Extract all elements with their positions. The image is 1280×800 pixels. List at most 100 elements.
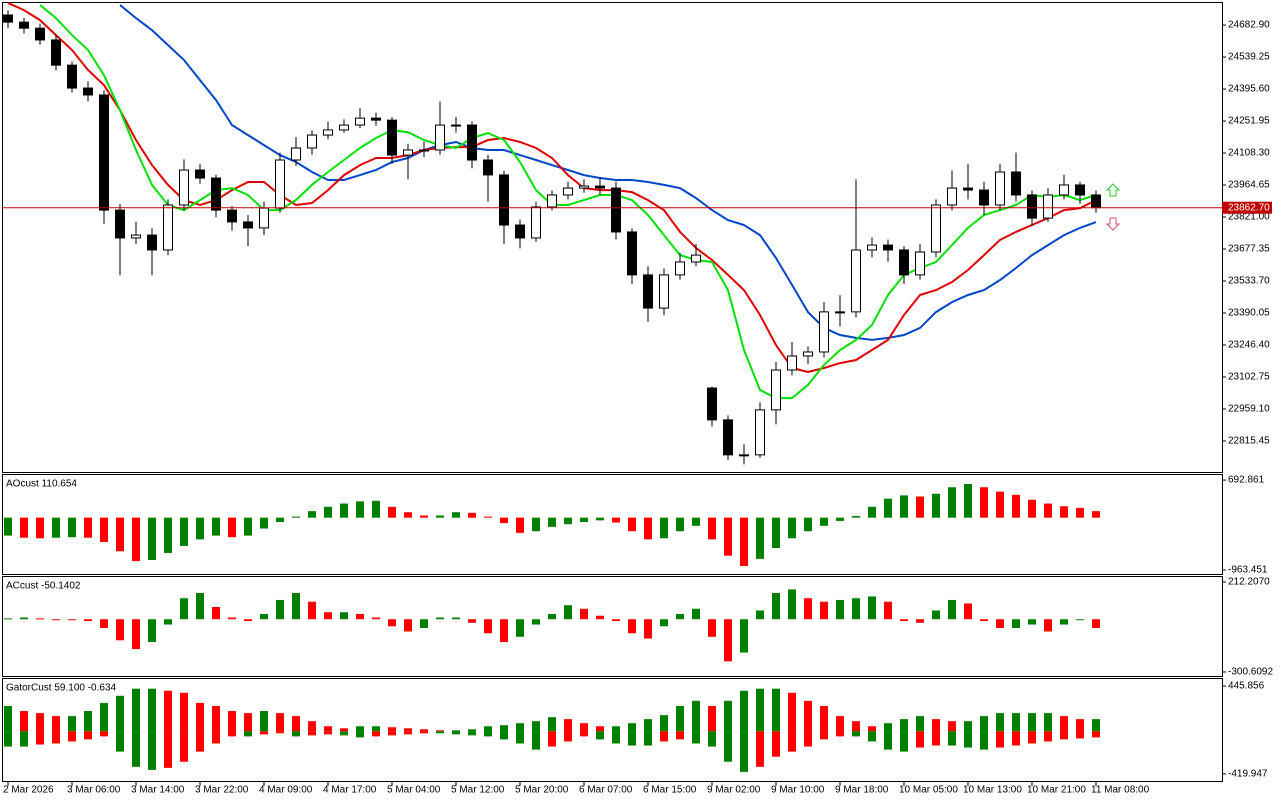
histogram-bar <box>772 517 780 549</box>
gator-bar <box>1076 731 1084 739</box>
gator-bar <box>980 716 988 732</box>
y-tick-label: 23677.35 <box>1228 244 1270 255</box>
histogram-bar <box>308 601 316 620</box>
histogram-bar <box>404 619 412 632</box>
histogram-bar <box>516 517 524 533</box>
histogram-bar <box>580 517 588 523</box>
candle-body <box>611 187 621 233</box>
histogram-bar <box>132 517 140 562</box>
histogram-bar <box>964 484 972 518</box>
histogram-bar <box>372 500 380 518</box>
histogram-bar <box>564 605 572 620</box>
y-tick-label: 23246.40 <box>1228 340 1270 351</box>
gator-bar <box>996 713 1004 732</box>
histogram-bar <box>548 613 556 620</box>
gator-bar <box>164 731 172 768</box>
gator-bar <box>596 731 604 740</box>
gator-bar <box>84 711 92 732</box>
gator-bar <box>100 731 108 737</box>
histogram-bar <box>36 517 44 539</box>
histogram-bar <box>692 517 700 526</box>
ao-title: AOcust 110.654 <box>6 479 77 490</box>
candle-body <box>835 311 845 314</box>
histogram-bar <box>820 601 828 620</box>
gator-bar <box>564 719 572 732</box>
gator-bar <box>452 730 460 732</box>
gator-bar <box>772 731 780 757</box>
x-tick-label: 4 Mar 09:00 <box>259 785 313 796</box>
x-tick-label: 5 Mar 04:00 <box>387 785 441 796</box>
candle-body <box>675 261 685 276</box>
histogram-bar <box>436 515 444 518</box>
gator-bar <box>916 731 924 748</box>
histogram-bar <box>964 603 972 620</box>
histogram-bar <box>228 517 236 538</box>
gator-bar <box>244 713 252 732</box>
histogram-bar <box>164 619 172 625</box>
gator-bar <box>292 716 300 732</box>
gator-bar <box>868 731 876 742</box>
gator-bar <box>420 729 428 732</box>
y-tick-label: -963.451 <box>1228 565 1268 576</box>
x-tick-label: 2 Mar 2026 <box>3 785 54 796</box>
histogram-bar <box>996 619 1004 629</box>
candle-body <box>3 14 13 23</box>
gator-bar <box>436 730 444 732</box>
histogram-bar <box>516 619 524 637</box>
candle-body <box>563 187 573 196</box>
gator-bar <box>996 731 1004 748</box>
histogram-bar <box>308 511 316 518</box>
histogram-bar <box>356 613 364 620</box>
gator-bar <box>596 726 604 732</box>
histogram-bar <box>1076 619 1084 621</box>
gator-bar <box>244 731 252 737</box>
ac-frame <box>2 576 1223 677</box>
gator-bar <box>900 719 908 732</box>
histogram-bar <box>292 516 300 518</box>
histogram-bar <box>644 619 652 639</box>
gator-bar <box>660 715 668 732</box>
histogram-bar <box>740 517 748 566</box>
x-tick-label: 6 Mar 15:00 <box>643 785 697 796</box>
gator-bar <box>324 731 332 735</box>
candle-body <box>643 274 653 309</box>
histogram-bar <box>468 619 476 623</box>
histogram-bar <box>868 596 876 620</box>
histogram-bar <box>612 517 620 523</box>
candle-body <box>211 177 221 211</box>
histogram-bar <box>420 619 428 629</box>
gator-bar <box>212 705 220 732</box>
histogram-bar <box>1012 494 1020 518</box>
candle-body <box>819 311 829 353</box>
histogram-bar <box>628 517 636 532</box>
candle-body <box>35 27 45 41</box>
moving-average <box>7 2 1097 374</box>
gator-bar <box>580 731 588 737</box>
histogram-bar <box>84 517 92 538</box>
y-tick-label: 445.856 <box>1228 681 1265 692</box>
candle-body <box>867 244 877 251</box>
y-tick-label: 24108.30 <box>1228 148 1270 159</box>
gator-bar <box>180 692 188 732</box>
gator-bar <box>516 731 524 744</box>
histogram-bar <box>452 617 460 620</box>
gator-bar <box>468 731 476 736</box>
histogram-bar <box>788 517 796 539</box>
candle-body <box>547 194 557 208</box>
gator-bar <box>388 731 396 736</box>
gator-bar <box>500 731 508 740</box>
gator-frame <box>2 678 1223 782</box>
histogram-bar <box>68 517 76 538</box>
gator-bar <box>484 731 492 737</box>
candle-body <box>931 204 941 253</box>
candle-body <box>851 249 861 313</box>
histogram-bar <box>84 619 92 622</box>
histogram-bar <box>340 612 348 620</box>
histogram-bar <box>372 617 380 620</box>
histogram-bar <box>1092 511 1100 518</box>
x-tick-label: 10 Mar 21:00 <box>1027 785 1086 796</box>
x-tick-label: 11 Mar 08:00 <box>1091 785 1150 796</box>
gator-bar <box>676 731 684 740</box>
